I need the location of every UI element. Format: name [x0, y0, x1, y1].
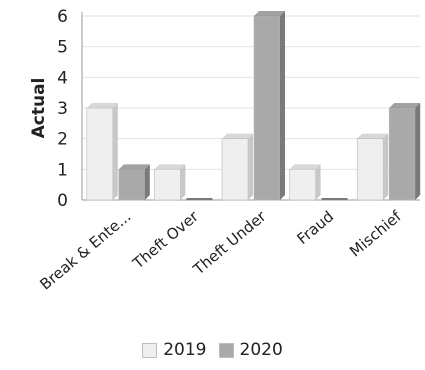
category-label: Mischief [346, 207, 405, 261]
bar-2020-3 [253, 11, 285, 201]
y-tick-labels: 0 1 2 3 4 5 6 [57, 7, 68, 211]
bar-2020-1 [118, 164, 150, 201]
category-label: Fraud [293, 207, 337, 248]
bar-side [248, 133, 253, 200]
bar-top [254, 11, 285, 16]
legend-swatch-2019 [142, 342, 158, 358]
bar-top [154, 164, 186, 170]
legend-label-2019: 2019 [163, 340, 207, 360]
bar-face [388, 107, 416, 201]
y-tick-label: 6 [57, 7, 68, 27]
bar-side [383, 133, 389, 200]
bar-top [222, 133, 253, 139]
bar-2019-1 [86, 103, 118, 201]
bar-2019-5 [356, 133, 389, 201]
bars [86, 11, 421, 201]
bar-2020-4 [321, 198, 348, 200]
bar-2019-4 [289, 164, 321, 201]
bar-top [389, 103, 421, 108]
category-label: Break & Ente... [36, 207, 134, 293]
category-label: Theft Under [189, 207, 270, 279]
legend-swatch-2020 [218, 342, 234, 358]
bar-side [180, 164, 186, 200]
bar-side [144, 164, 150, 200]
bar-side [112, 103, 118, 200]
bar-2019-2 [154, 164, 186, 201]
bar-face [186, 198, 213, 200]
y-tick-label: 0 [57, 191, 68, 211]
bar-2019-3 [221, 133, 253, 201]
bar-face [321, 198, 348, 200]
y-tick-label: 2 [57, 130, 68, 150]
bar-2020-2 [186, 198, 213, 200]
bar-top [357, 133, 389, 139]
bar-face [356, 138, 384, 201]
bar-top [86, 103, 118, 108]
y-tick-label: 4 [57, 68, 68, 88]
bar-face [221, 138, 249, 201]
y-tick-label: 1 [57, 160, 68, 180]
bar-side [280, 11, 285, 200]
y-tick-label: 5 [57, 38, 68, 58]
legend-item-2020[interactable]: 2020 [218, 340, 283, 360]
bar-face [86, 107, 114, 201]
bar-side [415, 103, 421, 200]
legend-item-2019[interactable]: 2019 [142, 340, 207, 360]
bar-face [118, 169, 146, 201]
bar-2020-5 [388, 103, 421, 201]
legend: 2019 2020 [0, 340, 425, 360]
bar-top [289, 164, 321, 170]
bar-face [289, 169, 316, 201]
y-tick-label: 3 [57, 99, 68, 119]
legend-label-2020: 2020 [239, 340, 283, 360]
bar-side [315, 164, 321, 200]
bar-face [154, 169, 181, 201]
bar-top [118, 164, 150, 170]
y-axis-title: Actual [29, 78, 49, 139]
bar-face [253, 15, 281, 201]
